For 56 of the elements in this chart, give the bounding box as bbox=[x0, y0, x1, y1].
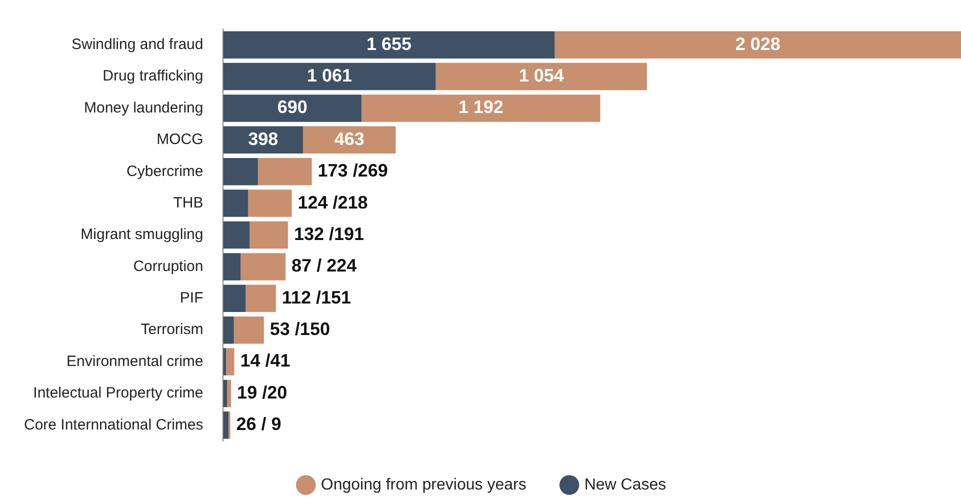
data-label: 1 054 bbox=[518, 66, 564, 86]
y-tick-label: PIF bbox=[180, 290, 204, 307]
bar bbox=[223, 284, 246, 312]
y-tick-label: Terrorism bbox=[140, 321, 204, 338]
annotation: 173 /269 bbox=[318, 160, 388, 181]
y-tick-label: Corruption bbox=[133, 258, 204, 275]
y-tick-label: Environmental crime bbox=[66, 352, 204, 370]
data-label: 1 061 bbox=[306, 66, 352, 86]
bar bbox=[361, 94, 600, 122]
y-tick-label: Cybercrime bbox=[126, 162, 204, 180]
bar bbox=[246, 284, 276, 312]
data-label: 1 655 bbox=[366, 34, 412, 54]
bar bbox=[223, 94, 362, 122]
bar bbox=[234, 316, 264, 344]
bar bbox=[258, 158, 312, 186]
annotation: 124 /218 bbox=[298, 192, 368, 212]
bar bbox=[223, 253, 241, 280]
y-tick-label: THB bbox=[173, 194, 204, 212]
bar bbox=[223, 158, 258, 186]
bar bbox=[223, 348, 226, 376]
bar bbox=[223, 62, 436, 90]
bar bbox=[223, 380, 228, 408]
bar bbox=[223, 316, 234, 344]
y-tick-label: Intelectual Property crime bbox=[33, 384, 204, 402]
annotation: 26 / 9 bbox=[236, 414, 282, 434]
bar bbox=[223, 190, 248, 217]
y-tick-label: Migrant smuggling bbox=[80, 226, 204, 244]
bar bbox=[223, 31, 555, 58]
data-label: 2 028 bbox=[735, 34, 780, 54]
y-tick-label: Swindling and fraud bbox=[71, 36, 204, 53]
legend-label: New Cases bbox=[584, 476, 666, 494]
annotation: 14 /41 bbox=[240, 350, 290, 371]
bar bbox=[223, 221, 250, 249]
data-label: 690 bbox=[277, 97, 308, 118]
annotation: 132 /191 bbox=[294, 224, 364, 244]
bar bbox=[227, 380, 232, 408]
annotation: 112 /151 bbox=[282, 287, 352, 308]
bar bbox=[436, 62, 647, 90]
bar bbox=[554, 31, 961, 58]
y-tick-label: Core Internnational Crimes bbox=[24, 416, 204, 434]
bar bbox=[302, 126, 396, 154]
annotation: 53 /150 bbox=[270, 319, 330, 340]
y-tick-label: Money laundering bbox=[84, 99, 204, 116]
data-label: 398 bbox=[248, 128, 278, 149]
data-label: 1 192 bbox=[458, 97, 504, 118]
bar bbox=[248, 190, 292, 217]
y-tick-label: MOCG bbox=[156, 131, 204, 148]
y-tick-label: Drug trafficking bbox=[102, 68, 204, 85]
annotation: 19 /20 bbox=[237, 382, 288, 402]
bar bbox=[240, 253, 286, 280]
data-label: 463 bbox=[334, 128, 364, 149]
bar bbox=[226, 348, 234, 376]
bar bbox=[223, 412, 228, 439]
legend-label: Ongoing from previous years bbox=[320, 476, 526, 494]
annotation: 87 / 224 bbox=[292, 256, 357, 276]
bar bbox=[250, 221, 288, 249]
